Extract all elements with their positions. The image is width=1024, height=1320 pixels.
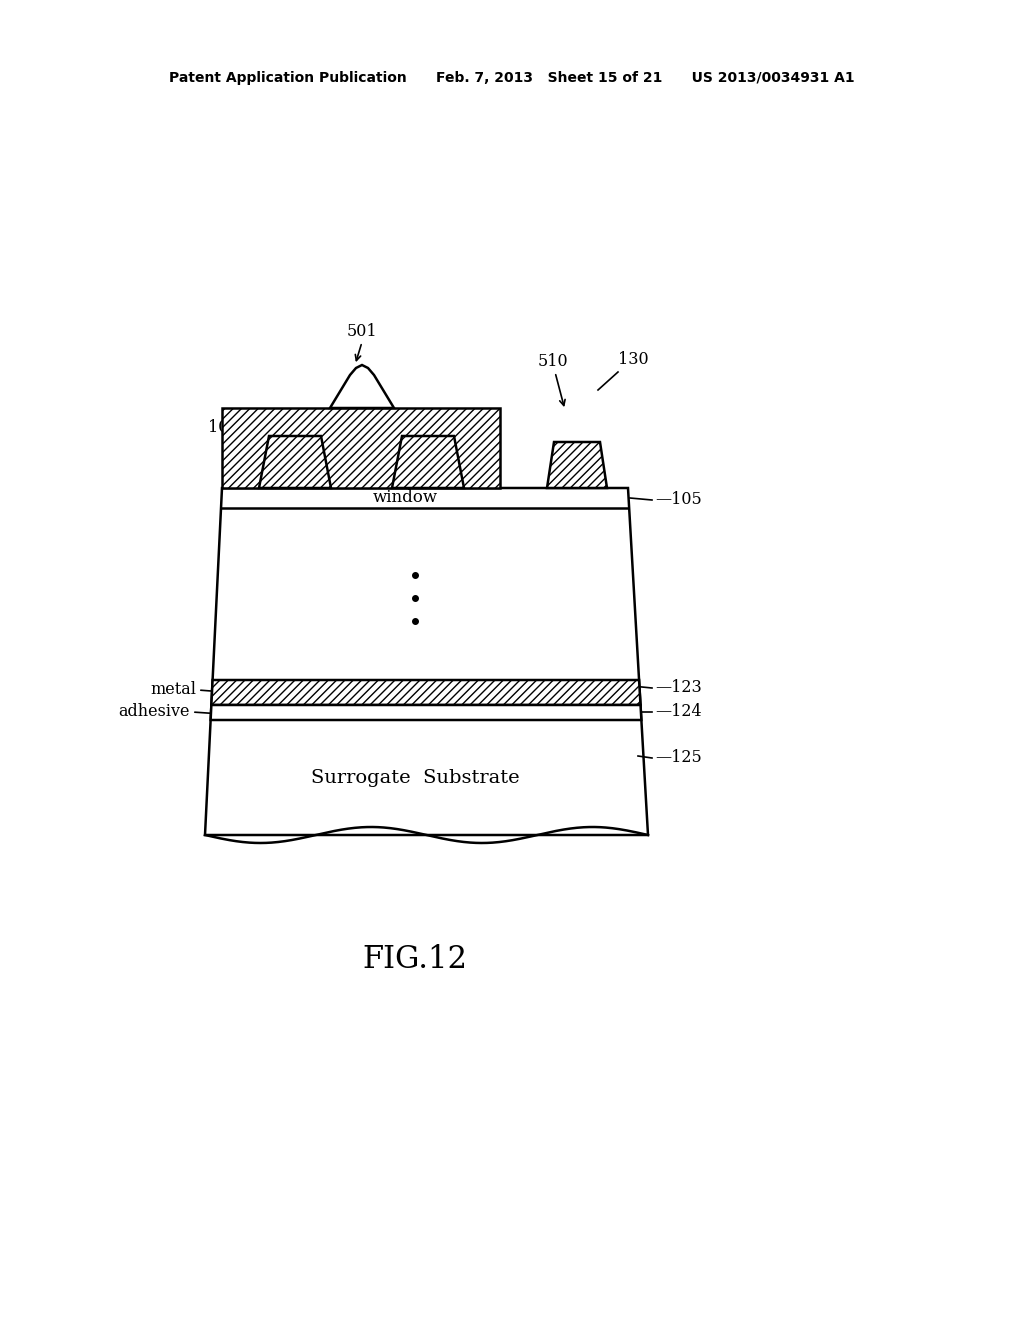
Polygon shape [392, 436, 464, 488]
Polygon shape [547, 442, 607, 488]
Text: adhesive: adhesive [119, 704, 190, 721]
Text: Patent Application Publication      Feb. 7, 2013   Sheet 15 of 21      US 2013/0: Patent Application Publication Feb. 7, 2… [169, 71, 855, 84]
Text: 130: 130 [618, 351, 648, 368]
Polygon shape [211, 705, 641, 719]
Text: window: window [373, 490, 437, 507]
Polygon shape [205, 488, 648, 836]
Polygon shape [259, 436, 331, 488]
Text: —105: —105 [655, 491, 701, 508]
Text: 104: 104 [208, 420, 238, 437]
Text: —125: —125 [655, 750, 701, 767]
Text: metal: metal [150, 681, 196, 698]
Polygon shape [211, 680, 640, 705]
Text: 501: 501 [347, 323, 377, 341]
Polygon shape [330, 366, 394, 408]
Text: Surrogate  Substrate: Surrogate Substrate [310, 770, 519, 787]
Text: FIG.12: FIG.12 [362, 945, 468, 975]
Text: 104: 104 [462, 420, 493, 437]
Text: —124: —124 [655, 704, 701, 721]
Text: —123: —123 [655, 680, 701, 697]
Text: 510: 510 [538, 352, 568, 370]
Polygon shape [222, 408, 500, 488]
